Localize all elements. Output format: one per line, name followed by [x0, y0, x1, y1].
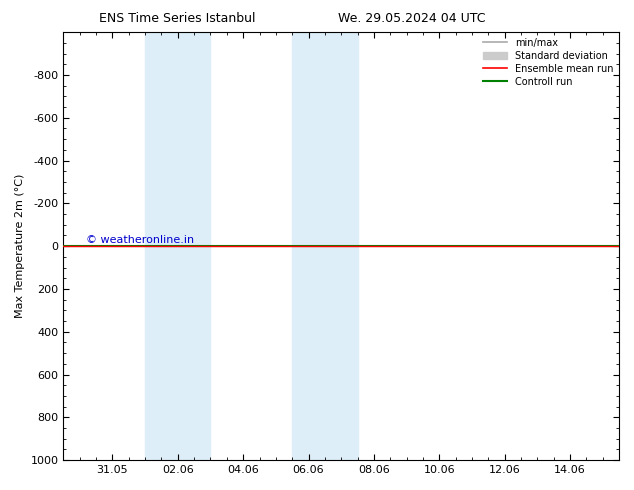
Text: © weatheronline.in: © weatheronline.in	[86, 235, 194, 245]
Bar	[292, 32, 358, 460]
Bar	[145, 32, 210, 460]
Y-axis label: Max Temperature 2m (°C): Max Temperature 2m (°C)	[15, 174, 25, 318]
Legend: min/max, Standard deviation, Ensemble mean run, Controll run: min/max, Standard deviation, Ensemble me…	[479, 34, 617, 91]
Text: ENS Time Series Istanbul: ENS Time Series Istanbul	[100, 12, 256, 25]
Text: We. 29.05.2024 04 UTC: We. 29.05.2024 04 UTC	[339, 12, 486, 25]
